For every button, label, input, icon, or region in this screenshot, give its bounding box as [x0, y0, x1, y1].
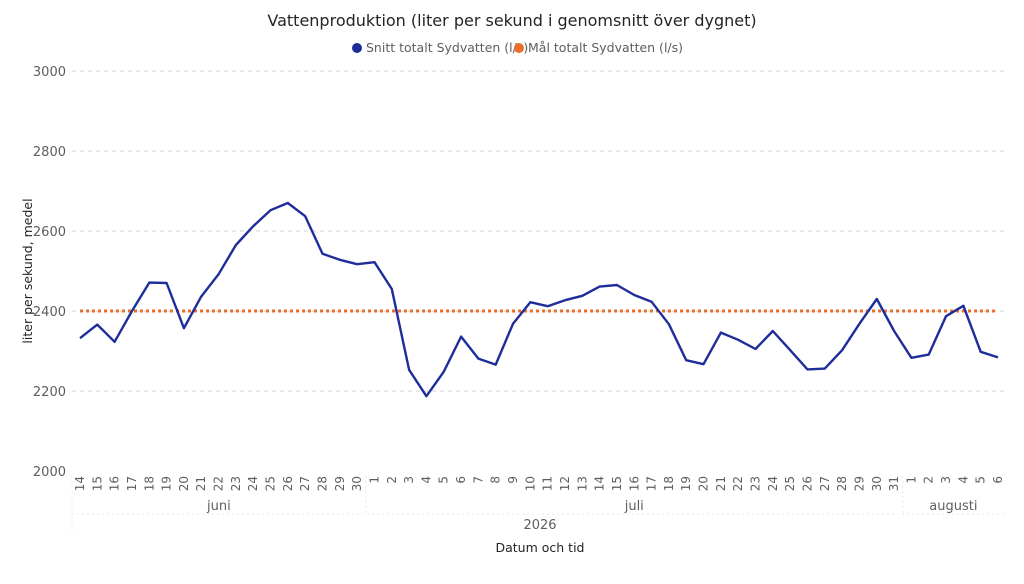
month-label: juli	[624, 499, 644, 514]
y-axis-ticks: 2000 2200 2400 2600 2800 3000	[33, 65, 66, 480]
legend: Snitt totalt Sydvatten (l/s) Mål totalt …	[352, 40, 683, 55]
x-tick-label: 2	[385, 476, 399, 484]
x-tick-label: 3	[402, 476, 416, 484]
y-tick-label: 3000	[33, 65, 66, 80]
x-tick-label: 15	[90, 476, 104, 491]
x-tick-label: 2	[922, 476, 936, 484]
legend-marker-actual	[352, 43, 362, 53]
y-tick-label: 2600	[33, 225, 66, 240]
x-tick-label: 25	[783, 476, 797, 491]
x-tick-label: 24	[246, 476, 260, 491]
x-tick-label: 27	[818, 476, 832, 491]
x-axis-months: juni juli augusti	[71, 476, 1004, 536]
x-tick-label: 21	[194, 476, 208, 491]
x-tick-label: 6	[454, 476, 468, 484]
x-tick-label: 31	[887, 476, 901, 491]
x-tick-label: 26	[800, 476, 814, 491]
x-tick-label: 17	[125, 476, 139, 491]
y-tick-label: 2200	[33, 385, 66, 400]
x-tick-label: 17	[645, 476, 659, 491]
legend-marker-target	[514, 43, 524, 53]
x-tick-label: 23	[229, 476, 243, 491]
x-tick-label: 5	[437, 476, 451, 484]
chart-title: Vattenproduktion (liter per sekund i gen…	[267, 11, 756, 30]
x-tick-label: 1	[367, 476, 381, 484]
y-axis-title: liter per sekund, medel	[20, 198, 35, 343]
x-tick-label: 4	[419, 476, 433, 484]
x-tick-label: 9	[506, 476, 520, 484]
plot-area	[79, 201, 999, 398]
x-tick-label: 18	[662, 476, 676, 491]
x-tick-label: 22	[731, 476, 745, 491]
x-axis-title: Datum och tid	[496, 540, 585, 555]
month-label: augusti	[929, 499, 977, 514]
x-tick-label: 4	[956, 476, 970, 484]
x-tick-label: 19	[160, 476, 174, 491]
y-tick-label: 2000	[33, 465, 66, 480]
x-tick-label: 30	[870, 476, 884, 491]
x-tick-label: 28	[315, 476, 329, 491]
x-tick-label: 20	[697, 476, 711, 491]
x-tick-label: 16	[108, 476, 122, 491]
x-tick-label: 22	[212, 476, 226, 491]
legend-item-actual[interactable]: Snitt totalt Sydvatten (l/s)	[352, 40, 528, 55]
y-tick-label: 2400	[33, 305, 66, 320]
x-tick-label: 5	[974, 476, 988, 484]
x-axis-year: 2026	[523, 518, 556, 533]
x-tick-label: 14	[593, 476, 607, 491]
x-tick-label: 12	[558, 476, 572, 491]
gridlines	[72, 70, 1004, 392]
x-tick-label: 23	[749, 476, 763, 491]
y-tick-label: 2800	[33, 145, 66, 160]
legend-label-target: Mål totalt Sydvatten (l/s)	[528, 40, 683, 55]
x-tick-label: 8	[489, 476, 503, 484]
x-tick-label: 10	[523, 476, 537, 491]
x-tick-label: 1	[904, 476, 918, 484]
x-tick-label: 27	[298, 476, 312, 491]
x-tick-label: 14	[73, 476, 87, 491]
legend-label-actual: Snitt totalt Sydvatten (l/s)	[366, 40, 528, 55]
x-axis-ticks: 14 15 16 17 18 19 20 21 22 23 24 25 26 27 28 29 30 1 2 3 4 5 6…	[73, 476, 1005, 491]
x-tick-label: 18	[142, 476, 156, 491]
x-tick-label: 6	[991, 476, 1005, 484]
series-line-actual[interactable]	[79, 201, 999, 398]
x-tick-label: 21	[714, 476, 728, 491]
x-tick-label: 29	[852, 476, 866, 491]
x-tick-label: 11	[541, 476, 555, 491]
x-tick-label: 3	[939, 476, 953, 484]
x-tick-label: 16	[627, 476, 641, 491]
x-tick-label: 30	[350, 476, 364, 491]
x-tick-label: 13	[575, 476, 589, 491]
x-tick-label: 28	[835, 476, 849, 491]
x-tick-label: 20	[177, 476, 191, 491]
x-tick-label: 25	[264, 476, 278, 491]
x-tick-label: 19	[679, 476, 693, 491]
x-tick-label: 26	[281, 476, 295, 491]
legend-item-target[interactable]: Mål totalt Sydvatten (l/s)	[514, 40, 683, 55]
x-tick-label: 7	[471, 476, 485, 484]
x-tick-label: 24	[766, 476, 780, 491]
month-label: juni	[206, 499, 231, 514]
x-tick-label: 15	[610, 476, 624, 491]
x-tick-label: 29	[333, 476, 347, 491]
